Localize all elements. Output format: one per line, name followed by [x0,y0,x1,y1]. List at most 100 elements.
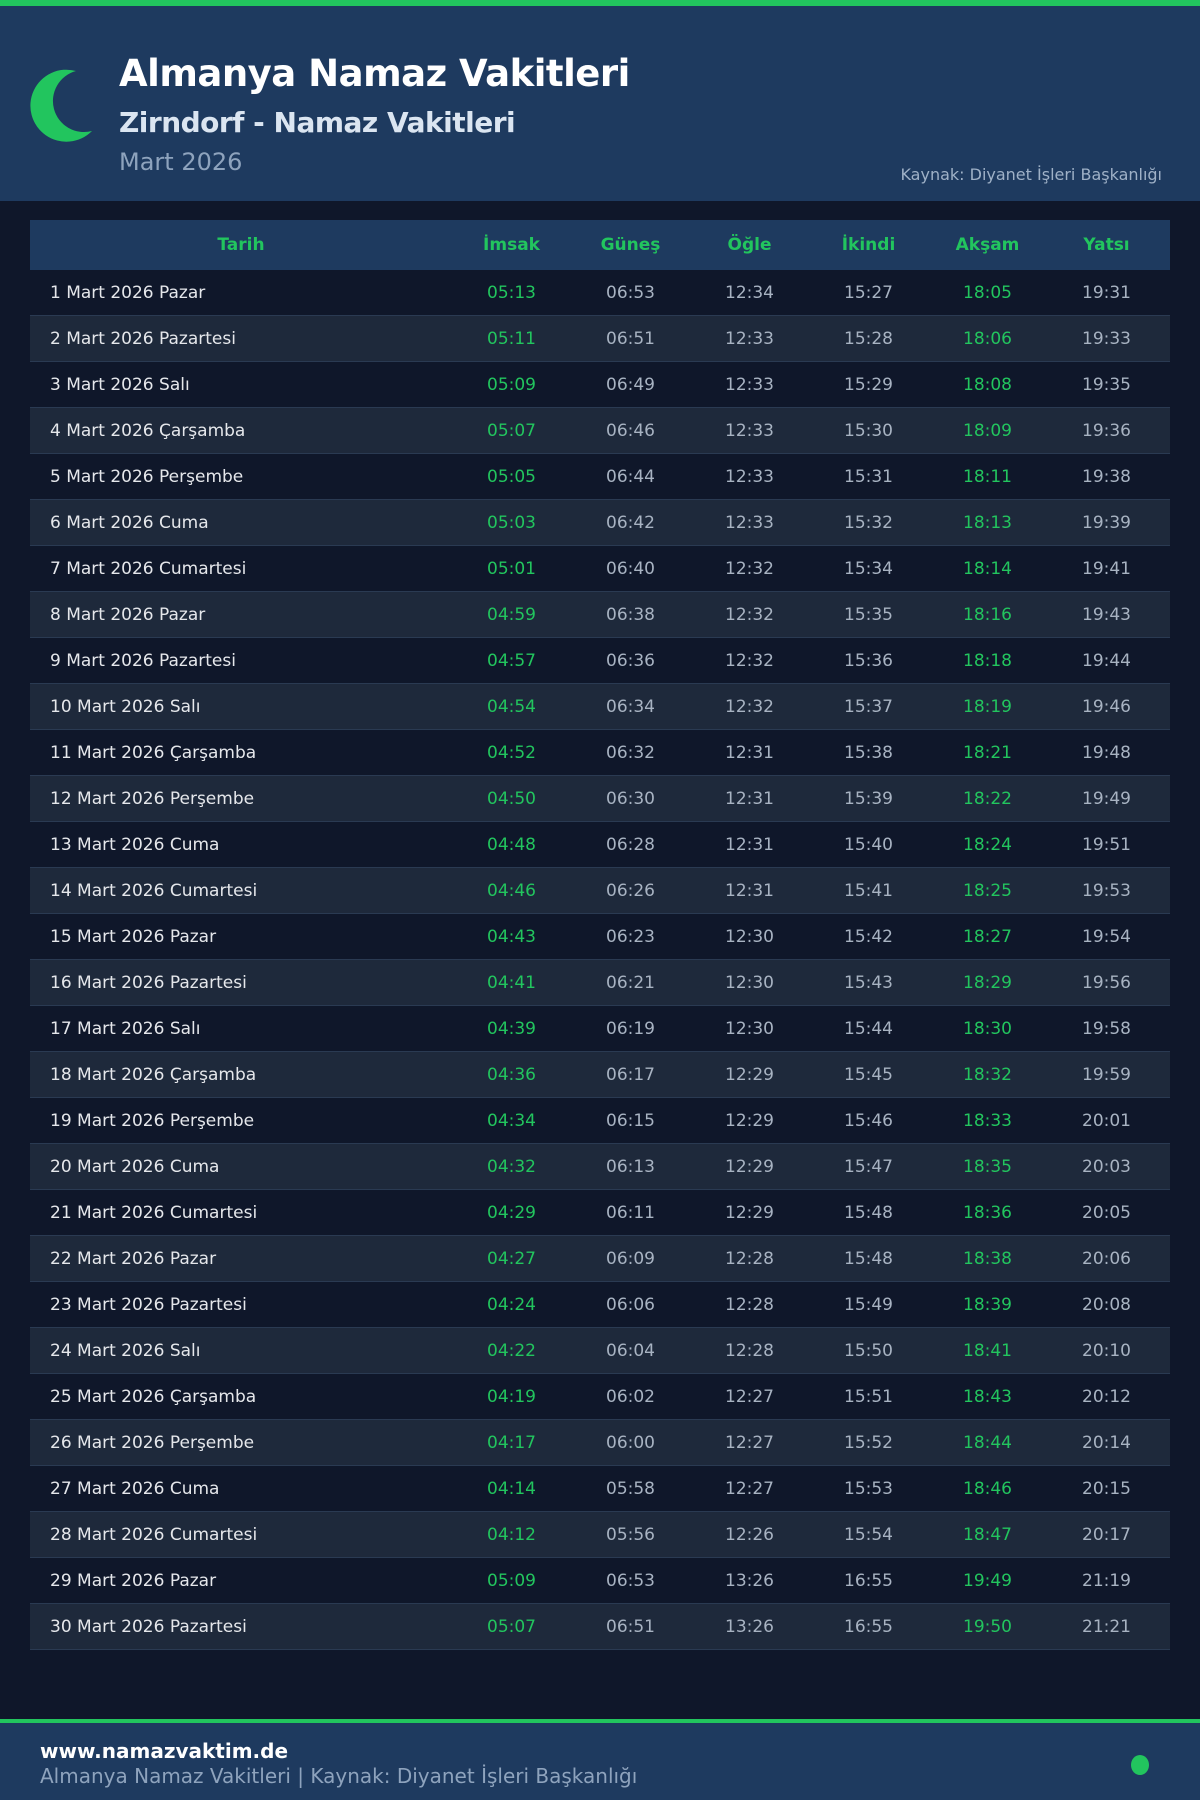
cell-imsak: 04:48 [487,834,536,855]
cell-ikindi: 15:53 [844,1478,893,1499]
cell-date: 2 Mart 2026 Pazartesi [50,328,236,349]
cell-gunes: 06:23 [606,926,655,947]
cell-gunes: 06:32 [606,742,655,763]
cell-imsak: 04:34 [487,1110,536,1131]
cell-imsak: 04:14 [487,1478,536,1499]
status-dot-icon [1131,1755,1149,1775]
cell-ogle: 12:27 [725,1478,774,1499]
cell-gunes: 06:04 [606,1340,655,1361]
cell-yatsi: 20:12 [1082,1386,1131,1407]
cell-yatsi: 19:48 [1082,742,1131,763]
cell-aksam: 18:43 [963,1386,1012,1407]
table-row: 28 Mart 2026 Cumartesi 04:12 05:56 12:26 15:… [30,1512,1170,1558]
cell-yatsi: 19:54 [1082,926,1131,947]
cell-gunes: 06:34 [606,696,655,717]
table-row: 24 Mart 2026 Salı 04:22 06:04 12:28 15:50 18:… [30,1328,1170,1374]
cell-ikindi: 15:48 [844,1248,893,1269]
cell-date: 1 Mart 2026 Pazar [50,282,206,303]
cell-ikindi: 15:43 [844,972,893,993]
column-header-aksam: Akşam [955,235,1020,255]
cell-date: 29 Mart 2026 Pazar [50,1570,217,1591]
cell-imsak: 05:07 [487,1616,536,1637]
cell-yatsi: 19:41 [1082,558,1131,579]
cell-imsak: 04:39 [487,1018,536,1039]
cell-date: 30 Mart 2026 Pazartesi [50,1616,247,1637]
cell-gunes: 06:49 [606,374,655,395]
table-row: 1 Mart 2026 Pazar 05:13 06:53 12:34 15:27 18:… [30,270,1170,316]
cell-gunes: 06:09 [606,1248,655,1269]
cell-yatsi: 19:53 [1082,880,1131,901]
cell-aksam: 18:27 [963,926,1012,947]
cell-yatsi: 21:19 [1082,1570,1131,1591]
column-header-ogle: Öğle [727,235,772,255]
cell-ogle: 12:26 [725,1524,774,1545]
cell-yatsi: 19:56 [1082,972,1131,993]
cell-gunes: 06:19 [606,1018,655,1039]
cell-gunes: 06:51 [606,328,655,349]
cell-gunes: 06:40 [606,558,655,579]
cell-gunes: 06:44 [606,466,655,487]
cell-ikindi: 15:50 [844,1340,893,1361]
cell-gunes: 06:15 [606,1110,655,1131]
cell-date: 21 Mart 2026 Cumartesi [50,1202,258,1223]
column-header-ikindi: İkindi [841,235,896,255]
cell-imsak: 04:54 [487,696,536,717]
cell-aksam: 18:09 [963,420,1012,441]
cell-aksam: 18:05 [963,282,1012,303]
table-row: 27 Mart 2026 Cuma 04:14 05:58 12:27 15:53 18:… [30,1466,1170,1512]
table-row: 3 Mart 2026 Salı 05:09 06:49 12:33 15:29 18:0… [30,362,1170,408]
cell-imsak: 05:09 [487,1570,536,1591]
cell-date: 27 Mart 2026 Cuma [50,1478,220,1499]
table-row: 22 Mart 2026 Pazar 04:27 06:09 12:28 15:48 18… [30,1236,1170,1282]
cell-imsak: 05:11 [487,328,536,349]
cell-gunes: 06:21 [606,972,655,993]
cell-imsak: 04:29 [487,1202,536,1223]
page-subtitle: Zirndorf - Namaz Vakitleri [119,106,516,139]
cell-yatsi: 20:03 [1082,1156,1131,1177]
cell-gunes: 06:38 [606,604,655,625]
cell-imsak: 04:50 [487,788,536,809]
cell-ikindi: 15:40 [844,834,893,855]
table-row: 8 Mart 2026 Pazar 04:59 06:38 12:32 15:35 18:… [30,592,1170,638]
cell-yatsi: 20:10 [1082,1340,1131,1361]
cell-gunes: 06:26 [606,880,655,901]
cell-gunes: 06:36 [606,650,655,671]
cell-gunes: 06:28 [606,834,655,855]
cell-imsak: 04:57 [487,650,536,671]
cell-ogle: 12:28 [725,1294,774,1315]
cell-date: 14 Mart 2026 Cumartesi [50,880,258,901]
table-row: 6 Mart 2026 Cuma 05:03 06:42 12:33 15:32 18:1… [30,500,1170,546]
table-row: 4 Mart 2026 Çarşamba 05:07 06:46 12:33 15:30… [30,408,1170,454]
cell-aksam: 18:08 [963,374,1012,395]
cell-aksam: 18:11 [963,466,1012,487]
cell-aksam: 18:46 [963,1478,1012,1499]
cell-ogle: 12:32 [725,558,774,579]
cell-ogle: 12:30 [725,1018,774,1039]
crescent-moon-icon [30,69,93,142]
cell-imsak: 04:43 [487,926,536,947]
cell-ogle: 12:29 [725,1202,774,1223]
cell-aksam: 18:24 [963,834,1012,855]
cell-imsak: 05:09 [487,374,536,395]
cell-yatsi: 19:31 [1082,282,1131,303]
cell-imsak: 04:19 [487,1386,536,1407]
table-row: 25 Mart 2026 Çarşamba 04:19 06:02 12:27 15:5… [30,1374,1170,1420]
cell-aksam: 18:19 [963,696,1012,717]
cell-ikindi: 15:48 [844,1202,893,1223]
cell-date: 25 Mart 2026 Çarşamba [50,1386,257,1407]
footer-site-link[interactable]: www.namazvaktim.de [40,1739,289,1763]
cell-ikindi: 15:44 [844,1018,893,1039]
cell-imsak: 05:01 [487,558,536,579]
cell-imsak: 05:03 [487,512,536,533]
cell-ikindi: 15:37 [844,696,893,717]
cell-date: 6 Mart 2026 Cuma [50,512,209,533]
table-row: 21 Mart 2026 Cumartesi 04:29 06:11 12:29 15:… [30,1190,1170,1236]
cell-gunes: 06:53 [606,1570,655,1591]
cell-date: 15 Mart 2026 Pazar [50,926,217,947]
cell-yatsi: 20:17 [1082,1524,1131,1545]
cell-aksam: 18:30 [963,1018,1012,1039]
cell-aksam: 18:47 [963,1524,1012,1545]
cell-gunes: 06:06 [606,1294,655,1315]
table-row: 12 Mart 2026 Perşembe 04:50 06:30 12:31 15:3… [30,776,1170,822]
cell-ogle: 12:33 [725,374,774,395]
